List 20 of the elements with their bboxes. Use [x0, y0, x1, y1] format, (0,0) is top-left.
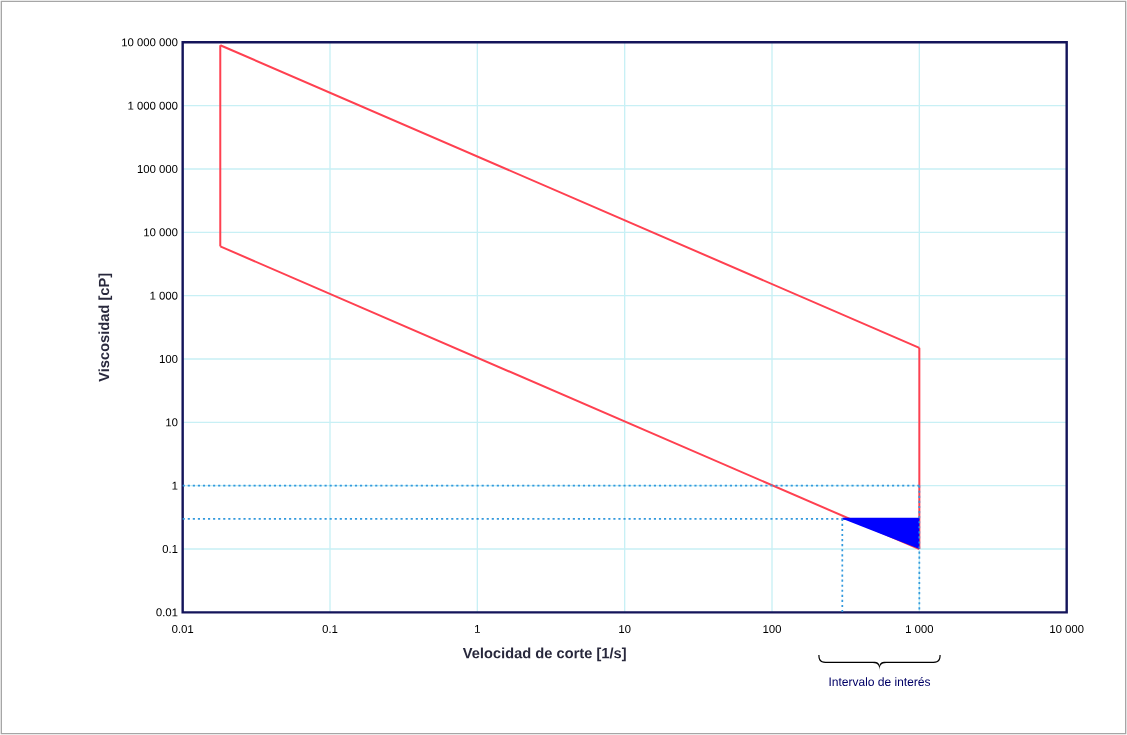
y-tick-label: 0.01: [156, 608, 178, 617]
y-tick-label: 10 000 000: [122, 38, 178, 47]
y-tick-label: 10: [166, 418, 178, 427]
y-tick-label: 1 000: [150, 291, 178, 300]
x-tick-label: 10: [619, 625, 631, 634]
x-tick-label: 0.01: [172, 625, 194, 634]
y-axis-title: Viscosidad [cP]: [98, 273, 113, 382]
x-tick-label: 1 000: [906, 625, 934, 634]
y-tick-label: 1 000 000: [128, 101, 178, 110]
x-tick-label: 10 000: [1050, 625, 1084, 634]
y-tick-label: 0.1: [162, 545, 178, 554]
x-tick-label: 0.1: [322, 625, 338, 634]
y-tick-label: 1: [172, 481, 178, 490]
x-axis-title: Velocidad de corte [1/s]: [462, 647, 626, 662]
y-tick-label: 10 000: [144, 228, 178, 237]
x-tick-label: 100: [763, 625, 782, 634]
x-tick-label: 1: [475, 625, 480, 633]
y-tick-label: 100 000: [137, 164, 178, 173]
text: Intervalo de interés: [829, 677, 931, 686]
y-tick-label: 100: [159, 354, 178, 363]
